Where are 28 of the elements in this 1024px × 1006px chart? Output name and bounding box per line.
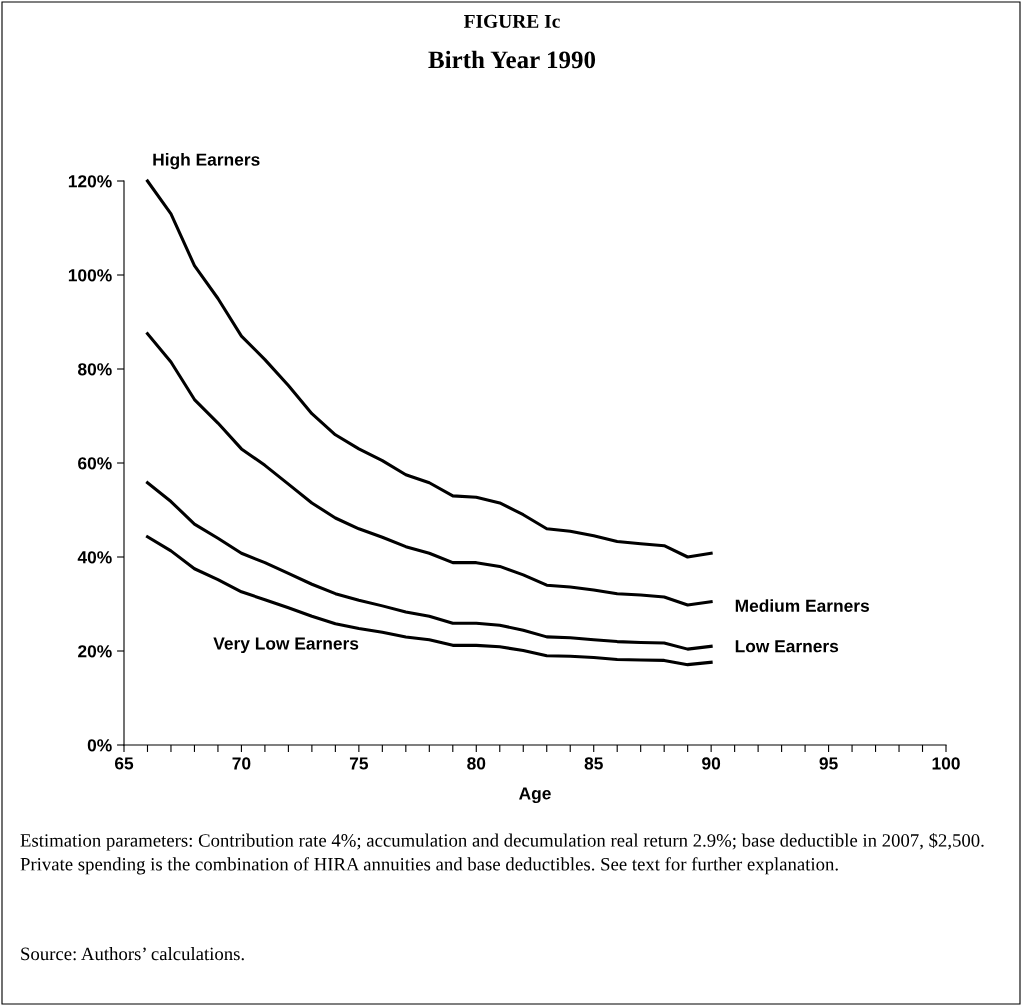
line-series [145,535,713,667]
series-label: High Earners [153,152,260,170]
text: Estimation parameters: Contribution rate 4%; accumulation and decumulation real return 2.9%; base deductible in 2007, $2,500. Private spending is the combination of HIRA annuities and base deductibles. See text for further explanation. [20,833,984,875]
x-tick-label: 75 [349,757,369,770]
y-tick-label: 100% [68,269,112,282]
line-series [145,179,713,559]
y-tick-label: 120% [68,175,112,188]
x-tick-label: 65 [114,757,134,770]
chart-subtitle: Birth Year 1990 [428,50,596,69]
x-tick-label: 80 [467,757,486,770]
y-tick-label: 40% [77,551,112,564]
chart-title: FIGURE Ic [463,14,560,28]
x-tick-label: 85 [584,757,603,770]
y-tick-label: 60% [78,457,112,470]
y-tick-label: 0% [87,739,112,752]
line-series [145,332,713,607]
series-label: Medium Earners [735,599,869,612]
x-tick-label: 90 [702,757,721,770]
y-tick-label: 20% [78,645,112,658]
series-label: Low Earners [735,640,839,653]
line-series [145,481,713,651]
x-tick-label: 95 [819,757,838,770]
x-tick-label: 100 [932,757,960,770]
x-tick-label: 70 [232,757,251,770]
source-note: Source: Authors’ calculations. [21,947,244,961]
y-tick-label: 80% [78,363,112,376]
series-label: Very Low Earners [213,637,359,654]
x-axis-title: Age [519,787,551,804]
